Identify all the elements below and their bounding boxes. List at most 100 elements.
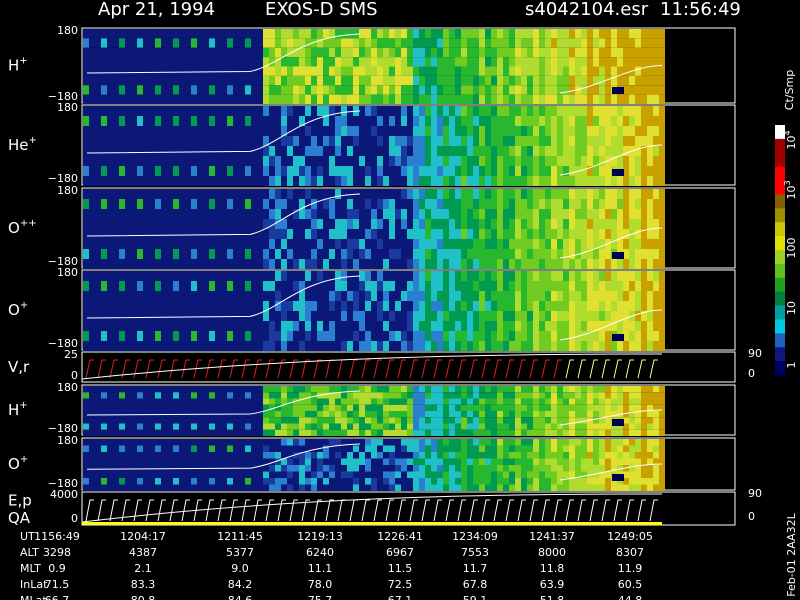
spectrogram-cell xyxy=(239,94,245,104)
spectrogram-cell xyxy=(599,392,605,399)
spectrogram-cell xyxy=(629,271,635,281)
spectrogram-cell xyxy=(275,106,281,116)
spectrogram-cell xyxy=(425,271,431,281)
spectrogram-cell xyxy=(479,386,485,393)
spectrogram-cell xyxy=(527,94,533,104)
spectrogram-cell xyxy=(575,38,581,48)
spectrogram-cell xyxy=(593,239,599,249)
spectrogram-cell xyxy=(251,478,257,485)
spectrogram-cell xyxy=(365,38,371,48)
spectrogram-cell xyxy=(323,445,329,452)
spectrogram-cell xyxy=(431,398,437,405)
spectrogram-cell xyxy=(533,386,539,393)
event-mark xyxy=(612,334,624,341)
spectrogram-cell xyxy=(233,386,239,393)
spectrogram-cell xyxy=(95,156,101,166)
spectrogram-cell xyxy=(341,321,347,331)
spectrogram-cell xyxy=(131,209,137,219)
spectrogram-cell xyxy=(83,249,89,259)
spectrogram-cell xyxy=(545,392,551,399)
spectrogram-cell xyxy=(533,146,539,156)
spectrogram-cell xyxy=(323,271,329,281)
spectrogram-cell xyxy=(317,471,323,478)
spectrogram-cell xyxy=(455,331,461,341)
spectrogram-cell xyxy=(569,166,575,176)
spectrogram-cell xyxy=(461,465,467,472)
spectrogram-cell xyxy=(299,321,305,331)
spectrogram-cell xyxy=(467,392,473,399)
spectrogram-cell xyxy=(227,398,233,405)
spectrogram-cell xyxy=(119,106,125,116)
spectrogram-cell xyxy=(167,259,173,269)
spectrogram-cell xyxy=(395,386,401,393)
spectrogram-cell xyxy=(203,176,209,186)
tick-trace xyxy=(589,359,598,379)
spectrogram-cell xyxy=(431,136,437,146)
spectrogram-cell xyxy=(497,47,503,58)
spectrogram-cell xyxy=(497,439,503,446)
spectrogram-cell xyxy=(245,281,251,291)
spectrogram-cell xyxy=(413,411,419,418)
spectrogram-cell xyxy=(623,423,629,430)
spectrogram-cell xyxy=(413,209,419,219)
spectrogram-cell xyxy=(557,146,563,156)
spectrogram-cell xyxy=(245,29,251,39)
spectrogram-cell xyxy=(251,411,257,418)
spectrogram-cell xyxy=(611,398,617,405)
spectrogram-cell xyxy=(221,126,227,136)
spectrogram-cell xyxy=(473,85,479,95)
spectrogram-cell xyxy=(107,239,113,249)
spectrogram-cell xyxy=(185,176,191,186)
spectrogram-cell xyxy=(419,176,425,186)
spectrogram-cell xyxy=(479,458,485,465)
spectrogram-cell xyxy=(419,219,425,229)
spectrogram-cell xyxy=(353,219,359,229)
spectrogram-cell xyxy=(431,411,437,418)
spectrogram-cell xyxy=(455,392,461,399)
spectrogram-cell xyxy=(521,484,527,491)
spectrogram-cell xyxy=(275,75,281,86)
spectrogram-cell xyxy=(239,219,245,229)
spectrogram-cell xyxy=(629,57,635,67)
spectrogram-cell xyxy=(275,176,281,186)
spectrogram-cell xyxy=(125,417,131,424)
spectrogram-cell xyxy=(467,136,473,146)
spectrogram-cell xyxy=(515,417,521,424)
spectrogram-cell xyxy=(119,458,125,465)
spectrogram-cell xyxy=(227,439,233,446)
spectrogram-cell xyxy=(647,341,653,351)
spectrogram-cell xyxy=(197,166,203,176)
spectrogram-cell xyxy=(419,281,425,291)
spectrogram-cell xyxy=(233,38,239,48)
spectrogram-cell xyxy=(629,209,635,219)
spectrogram-cell xyxy=(533,94,539,104)
spectrogram-cell xyxy=(479,85,485,95)
spectrogram-cell xyxy=(491,321,497,331)
spectrogram-cell xyxy=(569,341,575,351)
spectrogram-cell xyxy=(599,271,605,281)
spectrogram-cell xyxy=(341,249,347,259)
spectrogram-cell xyxy=(251,484,257,491)
spectrogram-cell xyxy=(335,411,341,418)
spectrogram-cell xyxy=(587,209,593,219)
spectrogram-cell xyxy=(95,311,101,321)
spectrogram-cell xyxy=(143,331,149,341)
spectrogram-cell xyxy=(395,423,401,430)
spectrogram-cell xyxy=(179,75,185,86)
tick-trace xyxy=(289,499,298,522)
spectrogram-cell xyxy=(257,417,263,424)
tick-trace xyxy=(505,499,514,522)
spectrogram-cell xyxy=(443,341,449,351)
spectrogram-cell xyxy=(83,106,89,116)
spectrogram-cell xyxy=(269,239,275,249)
spectrogram-cell xyxy=(305,199,311,209)
spectrogram-cell xyxy=(353,452,359,459)
spectrogram-cell xyxy=(641,423,647,430)
spectrogram-cell xyxy=(629,392,635,399)
spectrogram-cell xyxy=(431,38,437,48)
spectrogram-cell xyxy=(215,386,221,393)
spectrogram-cell xyxy=(485,38,491,48)
spectrogram-cell xyxy=(329,259,335,269)
panel-label: He+ xyxy=(8,135,37,154)
spectrogram-cell xyxy=(467,471,473,478)
